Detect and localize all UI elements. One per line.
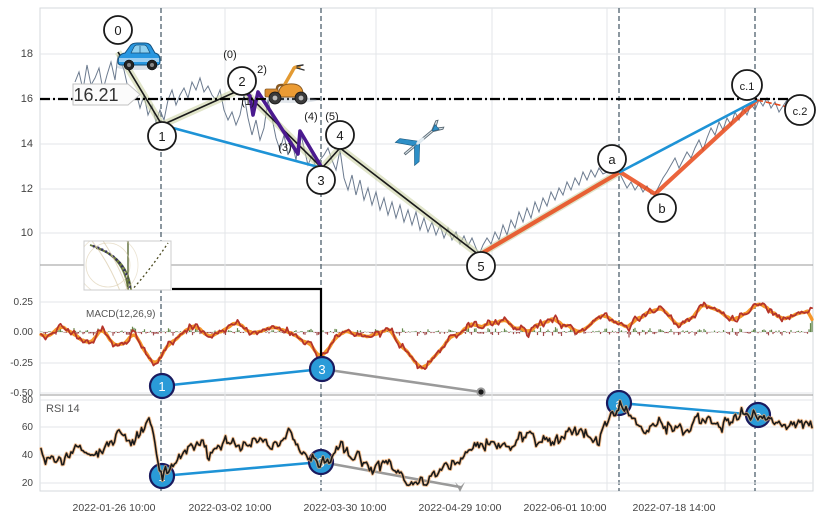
svg-text:(5): (5) — [325, 111, 338, 123]
svg-text:MACD(12,26,9): MACD(12,26,9) — [86, 309, 155, 320]
svg-text:c.2: c.2 — [793, 106, 808, 118]
svg-text:10: 10 — [21, 227, 33, 239]
svg-text:2: 2 — [238, 74, 245, 89]
svg-text:18: 18 — [21, 48, 33, 60]
svg-text:(0): (0) — [223, 49, 236, 61]
svg-text:80: 80 — [22, 395, 34, 406]
svg-text:60: 60 — [22, 422, 34, 433]
svg-text:2022-03-02 10:00: 2022-03-02 10:00 — [189, 502, 272, 514]
svg-text:1: 1 — [158, 129, 165, 144]
svg-text:RSI 14: RSI 14 — [46, 403, 80, 415]
svg-text:2022-07-18 14:00: 2022-07-18 14:00 — [633, 502, 716, 514]
svg-text:(4): (4) — [304, 111, 317, 123]
svg-text:2): 2) — [257, 64, 267, 76]
svg-text:a: a — [608, 152, 616, 167]
svg-text:16: 16 — [21, 93, 33, 105]
svg-text:0.25: 0.25 — [14, 297, 34, 308]
svg-text:-0.25: -0.25 — [10, 358, 33, 369]
svg-text:2022-04-29 10:00: 2022-04-29 10:00 — [419, 502, 502, 514]
svg-text:14: 14 — [21, 138, 33, 150]
svg-text:4: 4 — [336, 128, 343, 143]
svg-text:c.1: c.1 — [740, 81, 755, 93]
svg-text:3: 3 — [317, 173, 324, 188]
svg-text:40: 40 — [22, 450, 34, 461]
svg-text:20: 20 — [22, 478, 34, 489]
svg-text:3: 3 — [318, 362, 325, 377]
svg-text:(1): (1) — [241, 96, 254, 108]
svg-text:1: 1 — [158, 379, 165, 394]
svg-text:12: 12 — [21, 183, 33, 195]
svg-text:2022-06-01 10:00: 2022-06-01 10:00 — [524, 502, 607, 514]
svg-text:16.21: 16.21 — [73, 85, 118, 105]
svg-text:2022-01-26 10:00: 2022-01-26 10:00 — [73, 502, 156, 514]
svg-text:5: 5 — [477, 259, 484, 274]
svg-text:2022-03-30 10:00: 2022-03-30 10:00 — [304, 502, 387, 514]
svg-text:b: b — [658, 201, 665, 216]
svg-text:0.00: 0.00 — [14, 327, 34, 338]
svg-text:0: 0 — [114, 23, 121, 38]
svg-text:(3): (3) — [278, 142, 291, 154]
